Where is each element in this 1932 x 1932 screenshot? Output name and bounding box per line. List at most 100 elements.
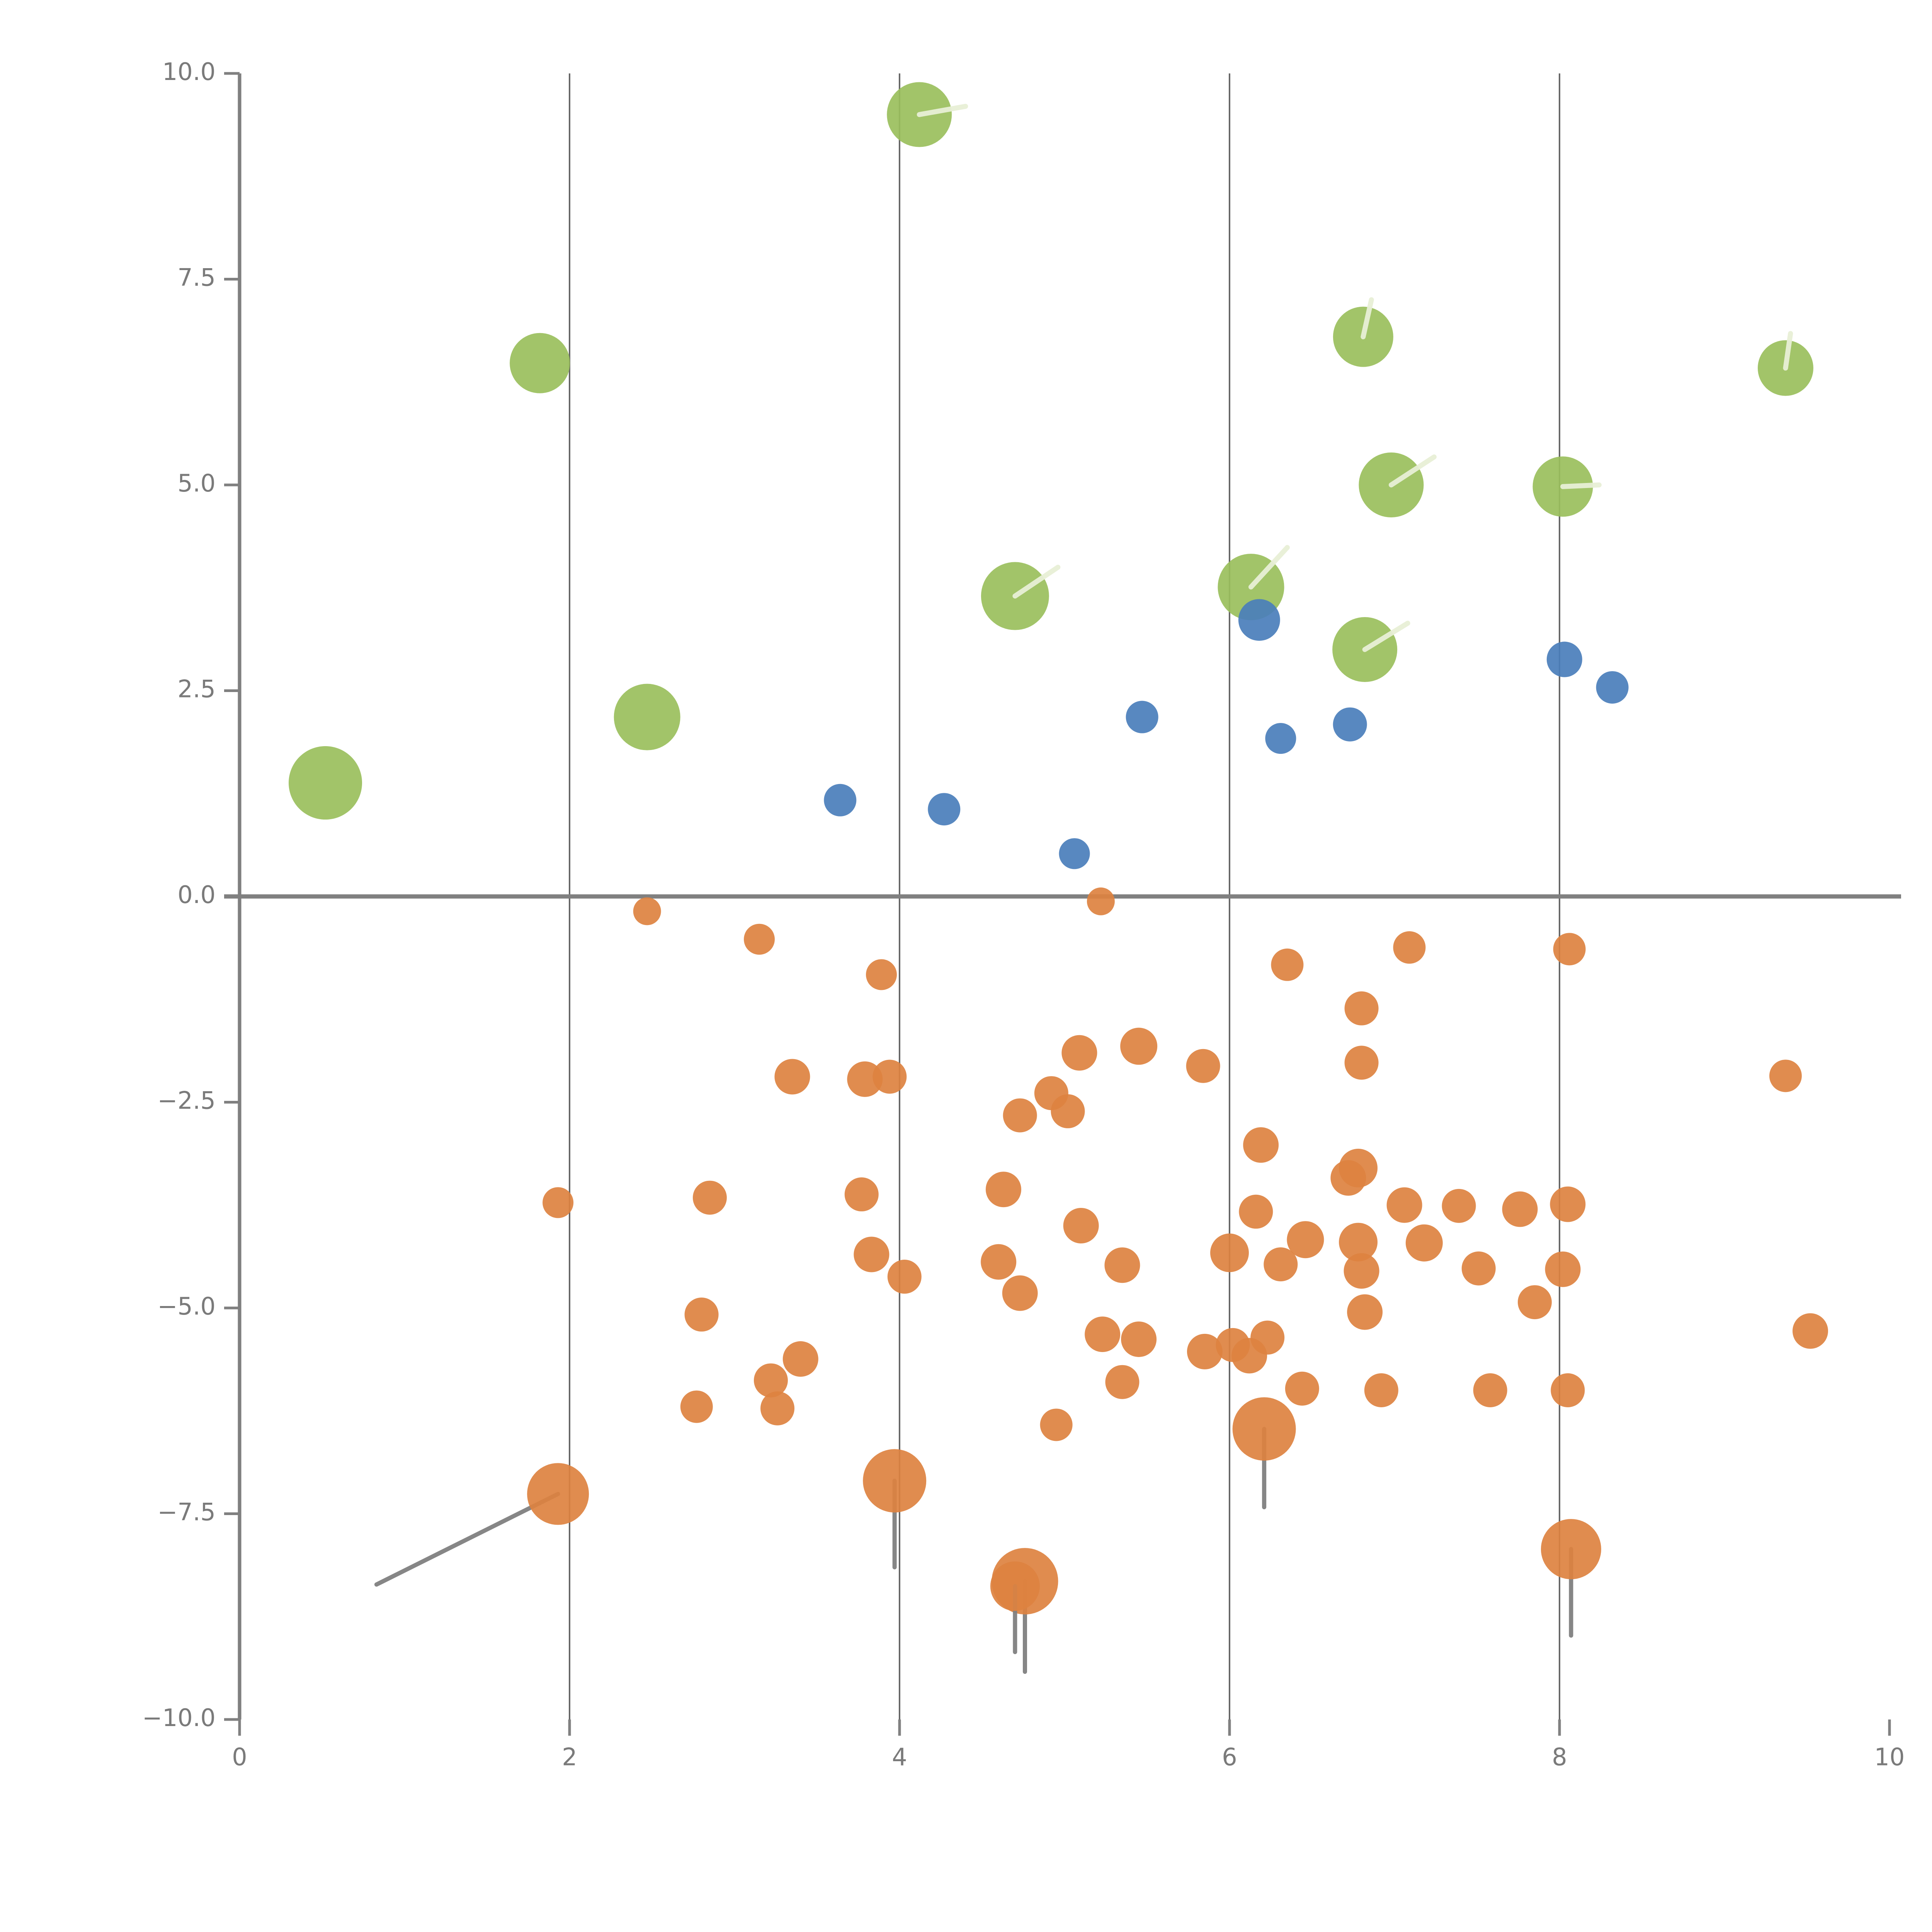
- scatter-point[interactable]: [1546, 641, 1582, 677]
- scatter-point[interactable]: [1186, 1049, 1220, 1083]
- scatter-point[interactable]: [1265, 723, 1296, 754]
- scatter-point[interactable]: [844, 1177, 879, 1212]
- scatter-point[interactable]: [1104, 1247, 1140, 1283]
- scatter-point[interactable]: [1347, 1294, 1383, 1330]
- scatter-point[interactable]: [1121, 1321, 1157, 1357]
- scatter-point[interactable]: [1553, 933, 1586, 966]
- scatter-point[interactable]: [680, 1390, 713, 1423]
- scatter-point[interactable]: [1051, 1094, 1085, 1128]
- scatter-point[interactable]: [1545, 1251, 1581, 1287]
- scatter-point[interactable]: [824, 784, 857, 816]
- scatter-point[interactable]: [1271, 948, 1304, 981]
- scatter-point[interactable]: [684, 1298, 719, 1332]
- series-blue: [824, 599, 1629, 869]
- scatter-point[interactable]: [1596, 671, 1629, 704]
- scatter-point[interactable]: [1502, 1191, 1538, 1227]
- scatter-point[interactable]: [633, 897, 661, 925]
- scatter-point[interactable]: [1550, 1186, 1586, 1222]
- scatter-point[interactable]: [1339, 1223, 1378, 1262]
- scatter-point[interactable]: [1105, 1365, 1139, 1399]
- scatter-point[interactable]: [782, 1341, 818, 1377]
- scatter-point[interactable]: [774, 1059, 810, 1095]
- scatter-point[interactable]: [854, 1236, 889, 1272]
- scatter-point[interactable]: [1442, 1189, 1476, 1223]
- scatter-point[interactable]: [1344, 991, 1379, 1026]
- scatter-point[interactable]: [1238, 599, 1280, 641]
- y-tick-label: 0.0: [177, 881, 216, 909]
- scatter-point[interactable]: [760, 1391, 795, 1425]
- scatter-point[interactable]: [1551, 1373, 1585, 1407]
- marker-whisker: [1362, 621, 1410, 652]
- scatter-point[interactable]: [1232, 1397, 1296, 1461]
- scatter-point[interactable]: [1517, 1285, 1552, 1320]
- scatter-point[interactable]: [866, 959, 897, 990]
- marker-whisker: [374, 1492, 560, 1587]
- scatter-point[interactable]: [543, 1187, 574, 1218]
- scatter-point[interactable]: [753, 1363, 788, 1398]
- scatter-point[interactable]: [1087, 887, 1115, 915]
- scatter-point[interactable]: [1339, 1148, 1378, 1187]
- scatter-point[interactable]: [872, 1060, 907, 1094]
- scatter-point[interactable]: [1210, 1233, 1249, 1272]
- axis-tick-labels: 10.0 7.5 5.0 2.5 0.0 −2.5 −5.0 −7.5 −10.0 0 2 4 6 8 10: [142, 58, 1905, 1771]
- y-tick-label: −10.0: [142, 1704, 216, 1732]
- marker-whisker: [1012, 565, 1061, 599]
- scatter-point[interactable]: [1287, 1221, 1324, 1259]
- scatter-point[interactable]: [1040, 1408, 1073, 1441]
- marker-whisker: [1388, 454, 1437, 488]
- marker-whisker: [1560, 482, 1602, 489]
- scatter-point[interactable]: [1386, 1187, 1422, 1223]
- scatter-point[interactable]: [1393, 931, 1426, 964]
- scatter-point[interactable]: [1003, 1098, 1037, 1133]
- scatter-point[interactable]: [928, 793, 961, 826]
- scatter-point[interactable]: [863, 1449, 927, 1513]
- scatter-point[interactable]: [289, 746, 362, 820]
- scatter-point[interactable]: [1061, 1035, 1097, 1071]
- scatter-point[interactable]: [1264, 1247, 1298, 1282]
- scatter-point[interactable]: [981, 1244, 1017, 1280]
- scatter-point[interactable]: [692, 1180, 727, 1215]
- scatter-point[interactable]: [847, 1061, 883, 1097]
- x-tick-label: 0: [232, 1743, 247, 1771]
- y-tick-label: 10.0: [162, 58, 216, 86]
- scatter-point[interactable]: [986, 1172, 1022, 1208]
- scatter-point[interactable]: [510, 333, 570, 393]
- scatter-point[interactable]: [1769, 1060, 1802, 1092]
- scatter-point[interactable]: [1063, 1208, 1099, 1243]
- marker-whisker: [1361, 297, 1374, 340]
- scatter-point[interactable]: [1793, 1313, 1828, 1349]
- scatter-point[interactable]: [1002, 1275, 1038, 1311]
- scatter-point[interactable]: [887, 1260, 922, 1294]
- scatter-point[interactable]: [1250, 1320, 1285, 1355]
- scatter-point[interactable]: [1333, 707, 1367, 742]
- scatter-point[interactable]: [1285, 1371, 1319, 1406]
- scatter-point[interactable]: [1473, 1373, 1507, 1407]
- series-green: [289, 82, 1813, 820]
- scatter-point[interactable]: [1187, 1333, 1223, 1369]
- scatter-point[interactable]: [990, 1561, 1040, 1611]
- scatter-point[interactable]: [1120, 1027, 1158, 1065]
- scatter-point[interactable]: [1405, 1224, 1443, 1262]
- scatter-point[interactable]: [744, 923, 775, 955]
- scatter-point[interactable]: [527, 1463, 589, 1525]
- scatter-point[interactable]: [1126, 701, 1158, 733]
- scatter-point[interactable]: [1344, 1253, 1379, 1289]
- scatter-point[interactable]: [614, 684, 680, 750]
- scatter-point[interactable]: [1344, 1046, 1379, 1080]
- scatter-point[interactable]: [1364, 1373, 1398, 1407]
- scatter-point[interactable]: [1239, 1194, 1273, 1229]
- scatter-point[interactable]: [1059, 838, 1090, 869]
- y-tick-label: −7.5: [157, 1498, 216, 1526]
- scatter-point[interactable]: [1243, 1127, 1279, 1163]
- data-markers[interactable]: [289, 82, 1828, 1674]
- scatter-point[interactable]: [1461, 1251, 1496, 1286]
- x-tick-label: 6: [1222, 1743, 1237, 1771]
- scatter-point[interactable]: [1085, 1316, 1121, 1352]
- series-orange: [374, 887, 1828, 1674]
- x-tick-label: 4: [892, 1743, 907, 1771]
- scatter-point[interactable]: [1541, 1519, 1601, 1580]
- marker-whisker: [917, 104, 968, 117]
